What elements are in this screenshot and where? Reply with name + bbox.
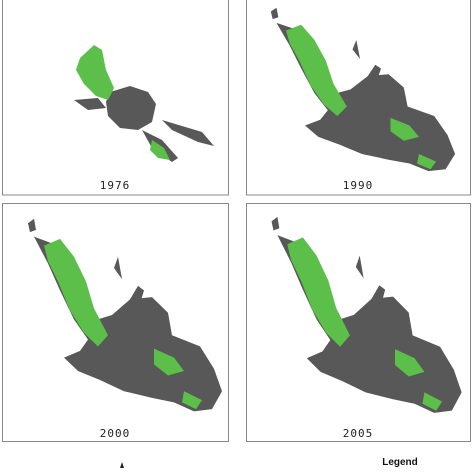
panel-label: 2005 bbox=[343, 427, 374, 440]
north-arrow bbox=[120, 462, 124, 468]
panel-label: 2000 bbox=[100, 427, 131, 440]
panel-label: 1976 bbox=[100, 179, 131, 192]
legend-title: Legend bbox=[382, 457, 418, 468]
panel-label: 1990 bbox=[343, 179, 374, 192]
